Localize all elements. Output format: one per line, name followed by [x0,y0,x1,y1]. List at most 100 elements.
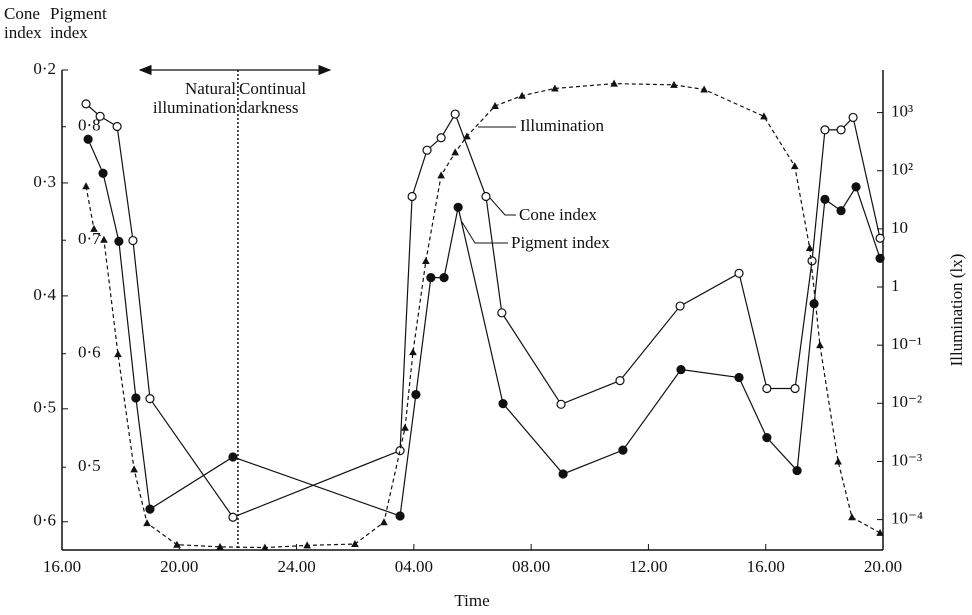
point [128,235,138,246]
y-tick-label: 0·3 [33,172,56,191]
point [675,301,685,311]
point [875,253,885,263]
point [437,171,445,179]
point [610,79,618,87]
point [426,273,436,283]
point [518,91,526,99]
point [762,433,772,443]
point [145,394,155,404]
leader-line [461,221,508,244]
point [676,364,686,375]
point [463,132,471,140]
point [876,528,884,536]
y3-tick-label: 10 [891,218,908,237]
x-tick-label: 16.00 [43,557,81,576]
y3-tick-label: 10⁻⁴ [891,509,923,528]
point [351,540,359,548]
point [790,383,800,394]
y-tick-label: 0·2 [33,59,56,78]
x-tick-label: 24.00 [277,557,315,576]
y3-tick-label: 10² [891,160,913,179]
point [481,191,491,202]
point [875,233,885,243]
point [411,389,421,400]
x-axis-title: Time [454,591,489,610]
point [816,341,824,349]
point [112,121,122,132]
point [82,182,90,190]
point [439,273,449,283]
point [734,372,744,383]
point [820,125,830,135]
point [792,465,802,476]
point [228,452,238,462]
x-tick-label: 08.00 [512,557,550,576]
point [409,348,417,356]
y-tick-label: 0·4 [33,285,56,304]
point [143,519,151,527]
point [422,257,430,265]
y2-tick-label: 0·8 [78,116,101,135]
y2-tick-label: 0·7 [78,229,101,248]
y3-tick-label: 10⁻³ [891,450,922,469]
point [851,182,861,192]
series-label: Illumination [520,116,605,135]
y3-tick-label: 10³ [891,101,913,120]
point [836,206,846,216]
point [820,194,830,204]
point [407,191,417,202]
point [145,504,155,514]
point [491,101,499,109]
y3-tick-label: 10⁻¹ [891,334,922,353]
y3-tick-label: 1 [891,276,900,295]
point [618,445,628,455]
y2-axis-title: Pigment index [50,4,107,42]
series-line [85,103,881,518]
y3-axis-title: Illumination (lx) [947,254,966,367]
y2-tick-label: 0·6 [78,343,101,362]
point [834,457,842,465]
point [551,84,559,92]
point [498,399,508,409]
point [615,375,625,386]
point [451,148,460,156]
point [261,543,269,551]
point [131,393,141,403]
annotation: Continual darkness [239,79,339,117]
point [809,299,819,309]
point [848,513,856,521]
point [556,399,566,409]
x-tick-label: 20.00 [160,557,198,576]
point [401,423,409,431]
point [790,162,799,170]
point [836,125,846,135]
point [95,111,105,121]
point [497,308,507,318]
series-label: Cone index [519,205,597,224]
point [670,80,678,88]
point [422,145,432,155]
point [848,112,858,123]
point [807,256,817,266]
point [130,465,138,473]
point [303,541,311,549]
x-tick-label: 04.00 [395,557,433,576]
point [216,542,224,550]
point [436,133,446,143]
y-tick-label: 0·6 [33,511,56,530]
point [450,109,460,119]
leader-line [489,197,516,216]
point [114,350,122,358]
point [228,512,238,522]
point [762,383,772,394]
point [760,112,768,120]
point [83,134,93,144]
annotation: Natural illumination [126,79,236,117]
point [805,243,814,251]
point [98,168,108,178]
x-tick-label: 12.00 [629,557,667,576]
series-label: Pigment index [511,233,610,252]
point [558,469,568,479]
